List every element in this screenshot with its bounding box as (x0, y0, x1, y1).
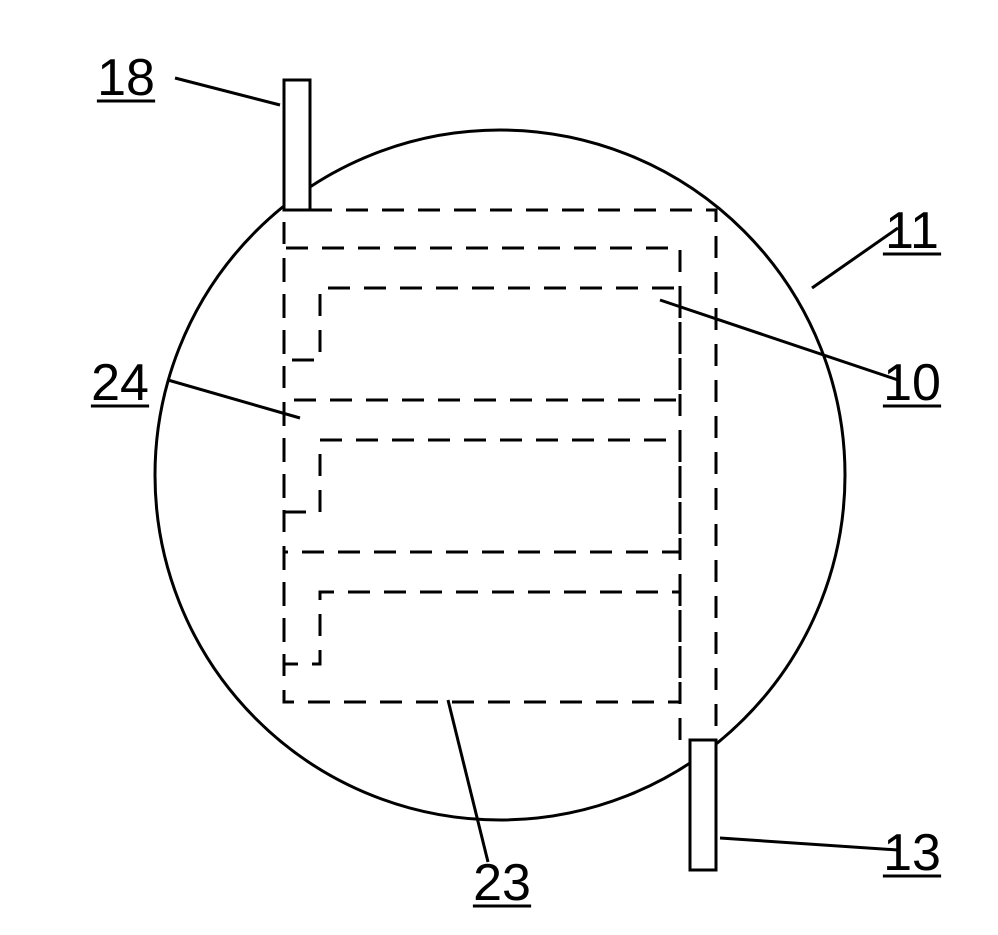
label-l23: 23 (473, 854, 531, 912)
leader-l18 (175, 78, 280, 105)
top-stub (284, 80, 310, 210)
labels-group: 18 11 10 24 23 13 (91, 49, 941, 912)
technical-diagram: 18 11 10 24 23 13 (0, 0, 998, 935)
shapes-group (155, 80, 845, 870)
label-l18: 18 (97, 49, 155, 107)
outer-circle (155, 130, 845, 820)
label-l11: 11 (885, 202, 939, 260)
label-l10: 10 (883, 354, 941, 412)
serpentine-channel (284, 210, 716, 740)
label-l24: 24 (91, 354, 149, 412)
leader-l24 (168, 380, 300, 418)
leader-l13 (720, 838, 898, 850)
leader-l23 (448, 700, 488, 862)
label-l13: 13 (883, 824, 941, 882)
leader-l10 (660, 300, 898, 380)
leader-lines-group (168, 78, 898, 862)
bottom-stub (690, 740, 716, 870)
